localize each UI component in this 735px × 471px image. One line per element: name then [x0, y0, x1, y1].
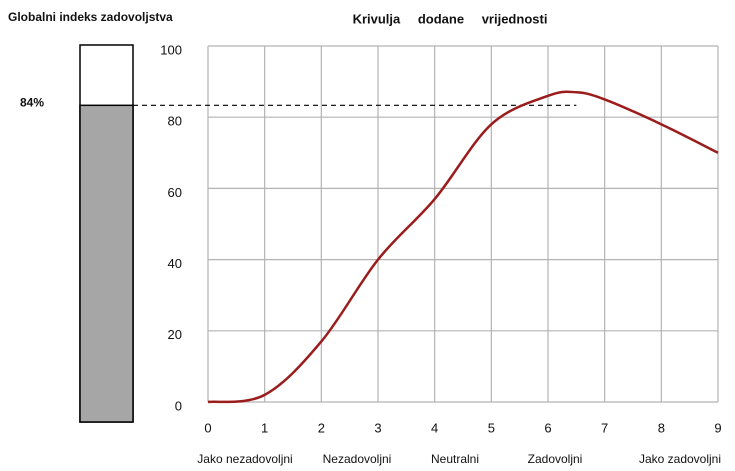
x-tick-label: 9 [714, 420, 721, 435]
y-tick-label: 60 [168, 185, 182, 200]
x-tick-label: 5 [488, 420, 495, 435]
y-tick-label: 20 [168, 327, 182, 342]
x-tick-label: 4 [431, 420, 438, 435]
category-label: Zadovoljni [528, 452, 583, 466]
x-tick-label: 7 [601, 420, 608, 435]
x-tick-label: 1 [261, 420, 268, 435]
y-tick-label: 100 [160, 42, 182, 57]
y-tick-label: 0 [175, 398, 182, 413]
gauge-fill [79, 104, 134, 423]
x-tick-label: 3 [374, 420, 381, 435]
x-tick-label: 8 [658, 420, 665, 435]
x-tick-label: 0 [204, 420, 211, 435]
x-tick-label: 6 [544, 420, 551, 435]
gauge-title: Globalni indeks zadovoljstva [8, 10, 173, 24]
category-label: Jako zadovoljni [639, 452, 721, 466]
y-tick-label: 80 [168, 114, 182, 129]
category-label: Nezadovoljni [323, 452, 392, 466]
y-tick-label: 40 [168, 256, 182, 271]
x-tick-label: 2 [318, 420, 325, 435]
chart-title: Krivulja dodane vrijednosti [353, 11, 548, 26]
line [207, 90, 719, 404]
category-label: Jako nezadovoljni [197, 452, 292, 466]
category-label: Neutralni [431, 452, 479, 466]
gauge-label: 84% [20, 95, 44, 109]
